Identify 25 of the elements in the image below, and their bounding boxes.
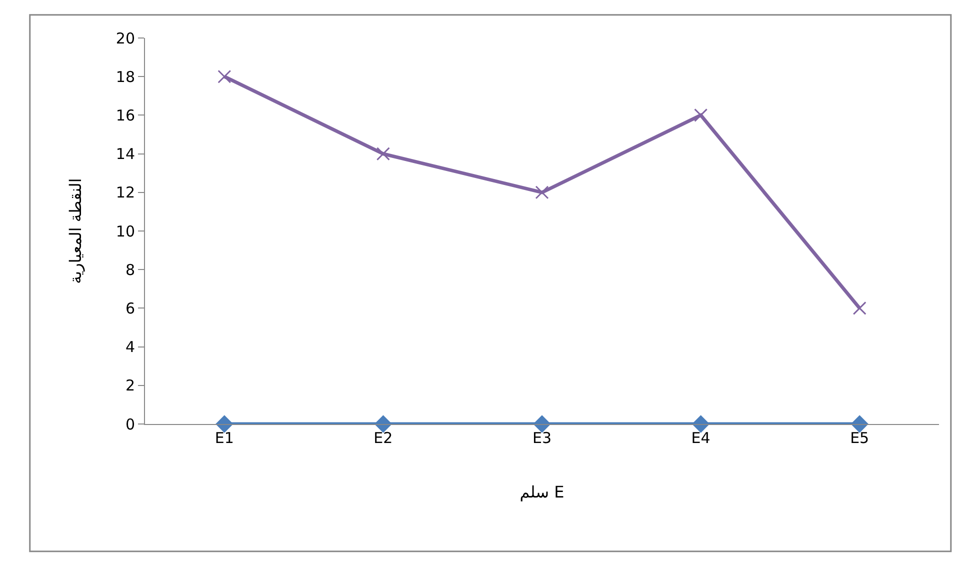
x-tick-label: E3 [532, 429, 552, 447]
y-tick-label: 18 [116, 68, 135, 86]
x-tick-label: E4 [691, 429, 710, 447]
y-tick-label: 14 [116, 145, 135, 164]
y-tick-label: 10 [116, 222, 135, 240]
y-tick-label: 4 [125, 338, 135, 356]
x-tick-label: E1 [214, 429, 234, 447]
point [535, 186, 549, 200]
point [374, 415, 392, 433]
point [376, 147, 390, 161]
x-tick-label: E5 [850, 429, 870, 447]
y-tick-label: 6 [125, 299, 135, 318]
y-tick-label: 8 [125, 260, 135, 279]
x-tick-label: E2 [374, 429, 393, 447]
point [694, 108, 708, 122]
y-tick-label: 2 [125, 376, 135, 395]
point [218, 70, 232, 84]
point [692, 415, 710, 433]
y-tick-label: 16 [116, 106, 135, 124]
y-tick-label: 20 [116, 29, 135, 48]
y-axis-title: النقطة المعيارية [66, 178, 85, 284]
y-tick-label: 12 [116, 184, 135, 202]
x-axis-title: سلم E [520, 482, 564, 502]
y-tick-label: 0 [125, 415, 135, 434]
point [852, 301, 866, 315]
